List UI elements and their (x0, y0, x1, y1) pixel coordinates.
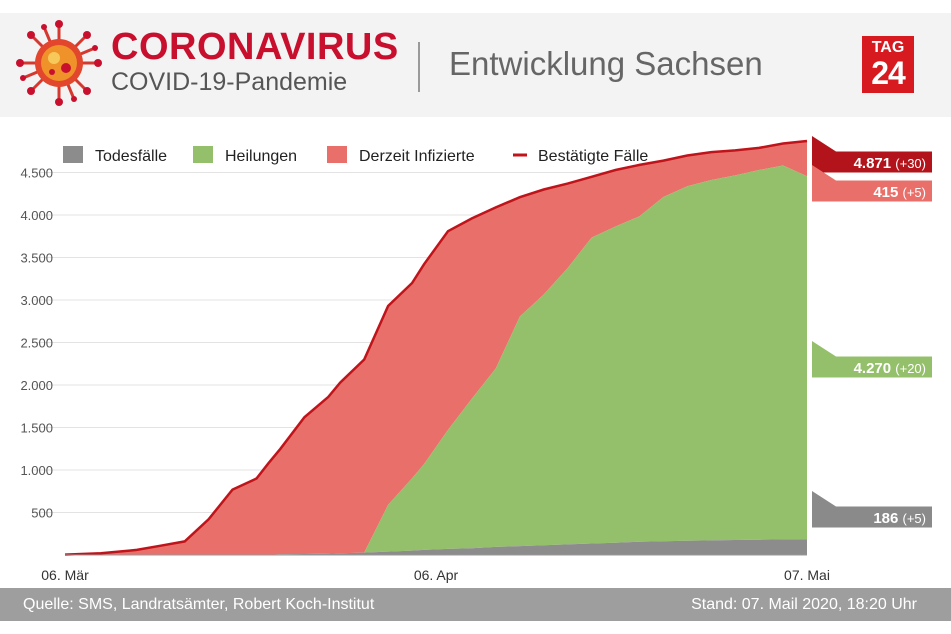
area-derzeit-infizierte (65, 141, 807, 555)
source-text: Quelle: SMS, Landratsämter, Robert Koch-… (23, 596, 375, 613)
area-heilungen (65, 165, 807, 555)
y-tick-label: 2.500 (20, 336, 53, 351)
legend-label: Heilungen (225, 148, 297, 165)
value-callout (812, 165, 932, 202)
value-callout-label: 186 (+5) (873, 510, 926, 527)
y-tick-label: 4.000 (20, 208, 53, 223)
coronavirus-icon (16, 20, 102, 106)
footer-bar: Quelle: SMS, Landratsämter, Robert Koch-… (0, 588, 951, 621)
value-callout-label: 4.270 (+20) (854, 360, 926, 377)
y-tick-label: 1.000 (20, 463, 53, 478)
page-subtitle: COVID-19-Pandemie (111, 68, 348, 96)
logo-text-top: TAG (871, 39, 905, 56)
x-tick-label: 06. Mär (41, 567, 89, 583)
value-callout (812, 136, 932, 173)
legend-swatch (63, 146, 83, 163)
y-tick-label: 1.500 (20, 421, 53, 436)
legend-swatch (193, 146, 213, 163)
legend-label: Todesfälle (95, 148, 167, 165)
x-tick-label: 06. Apr (414, 567, 459, 583)
legend-label: Bestätigte Fälle (538, 148, 648, 165)
legend-swatch (327, 146, 347, 163)
region-title: Entwicklung Sachsen (449, 45, 763, 82)
y-tick-label: 3.000 (20, 293, 53, 308)
area-chart: 500 1.000 1.500 2.000 2.500 3.000 3.500 4.000 4.… (20, 136, 932, 583)
x-tick-label: 07. Mai (784, 567, 830, 583)
header-banner (0, 13, 951, 117)
value-callout-label: 415 (+5) (873, 184, 926, 201)
tag24-logo: TAG 24 (862, 36, 914, 93)
logo-text-bottom: 24 (871, 55, 906, 91)
page-title: CORONAVIRUS (111, 26, 399, 68)
y-tick-label: 4.500 (20, 166, 53, 181)
value-callout (812, 491, 932, 528)
stand-text: Stand: 07. Mail 2020, 18:20 Uhr (691, 596, 917, 613)
y-tick-label: 2.000 (20, 378, 53, 393)
area-todesfaelle (65, 539, 807, 555)
header-divider (418, 42, 420, 92)
line-bestaetigte-faelle (64, 139, 808, 556)
value-callout (812, 341, 932, 378)
legend-label: Derzeit Infizierte (359, 148, 475, 165)
value-callout-label: 4.871 (+30) (854, 155, 926, 172)
y-tick-label: 500 (31, 506, 53, 521)
y-tick-label: 3.500 (20, 251, 53, 266)
